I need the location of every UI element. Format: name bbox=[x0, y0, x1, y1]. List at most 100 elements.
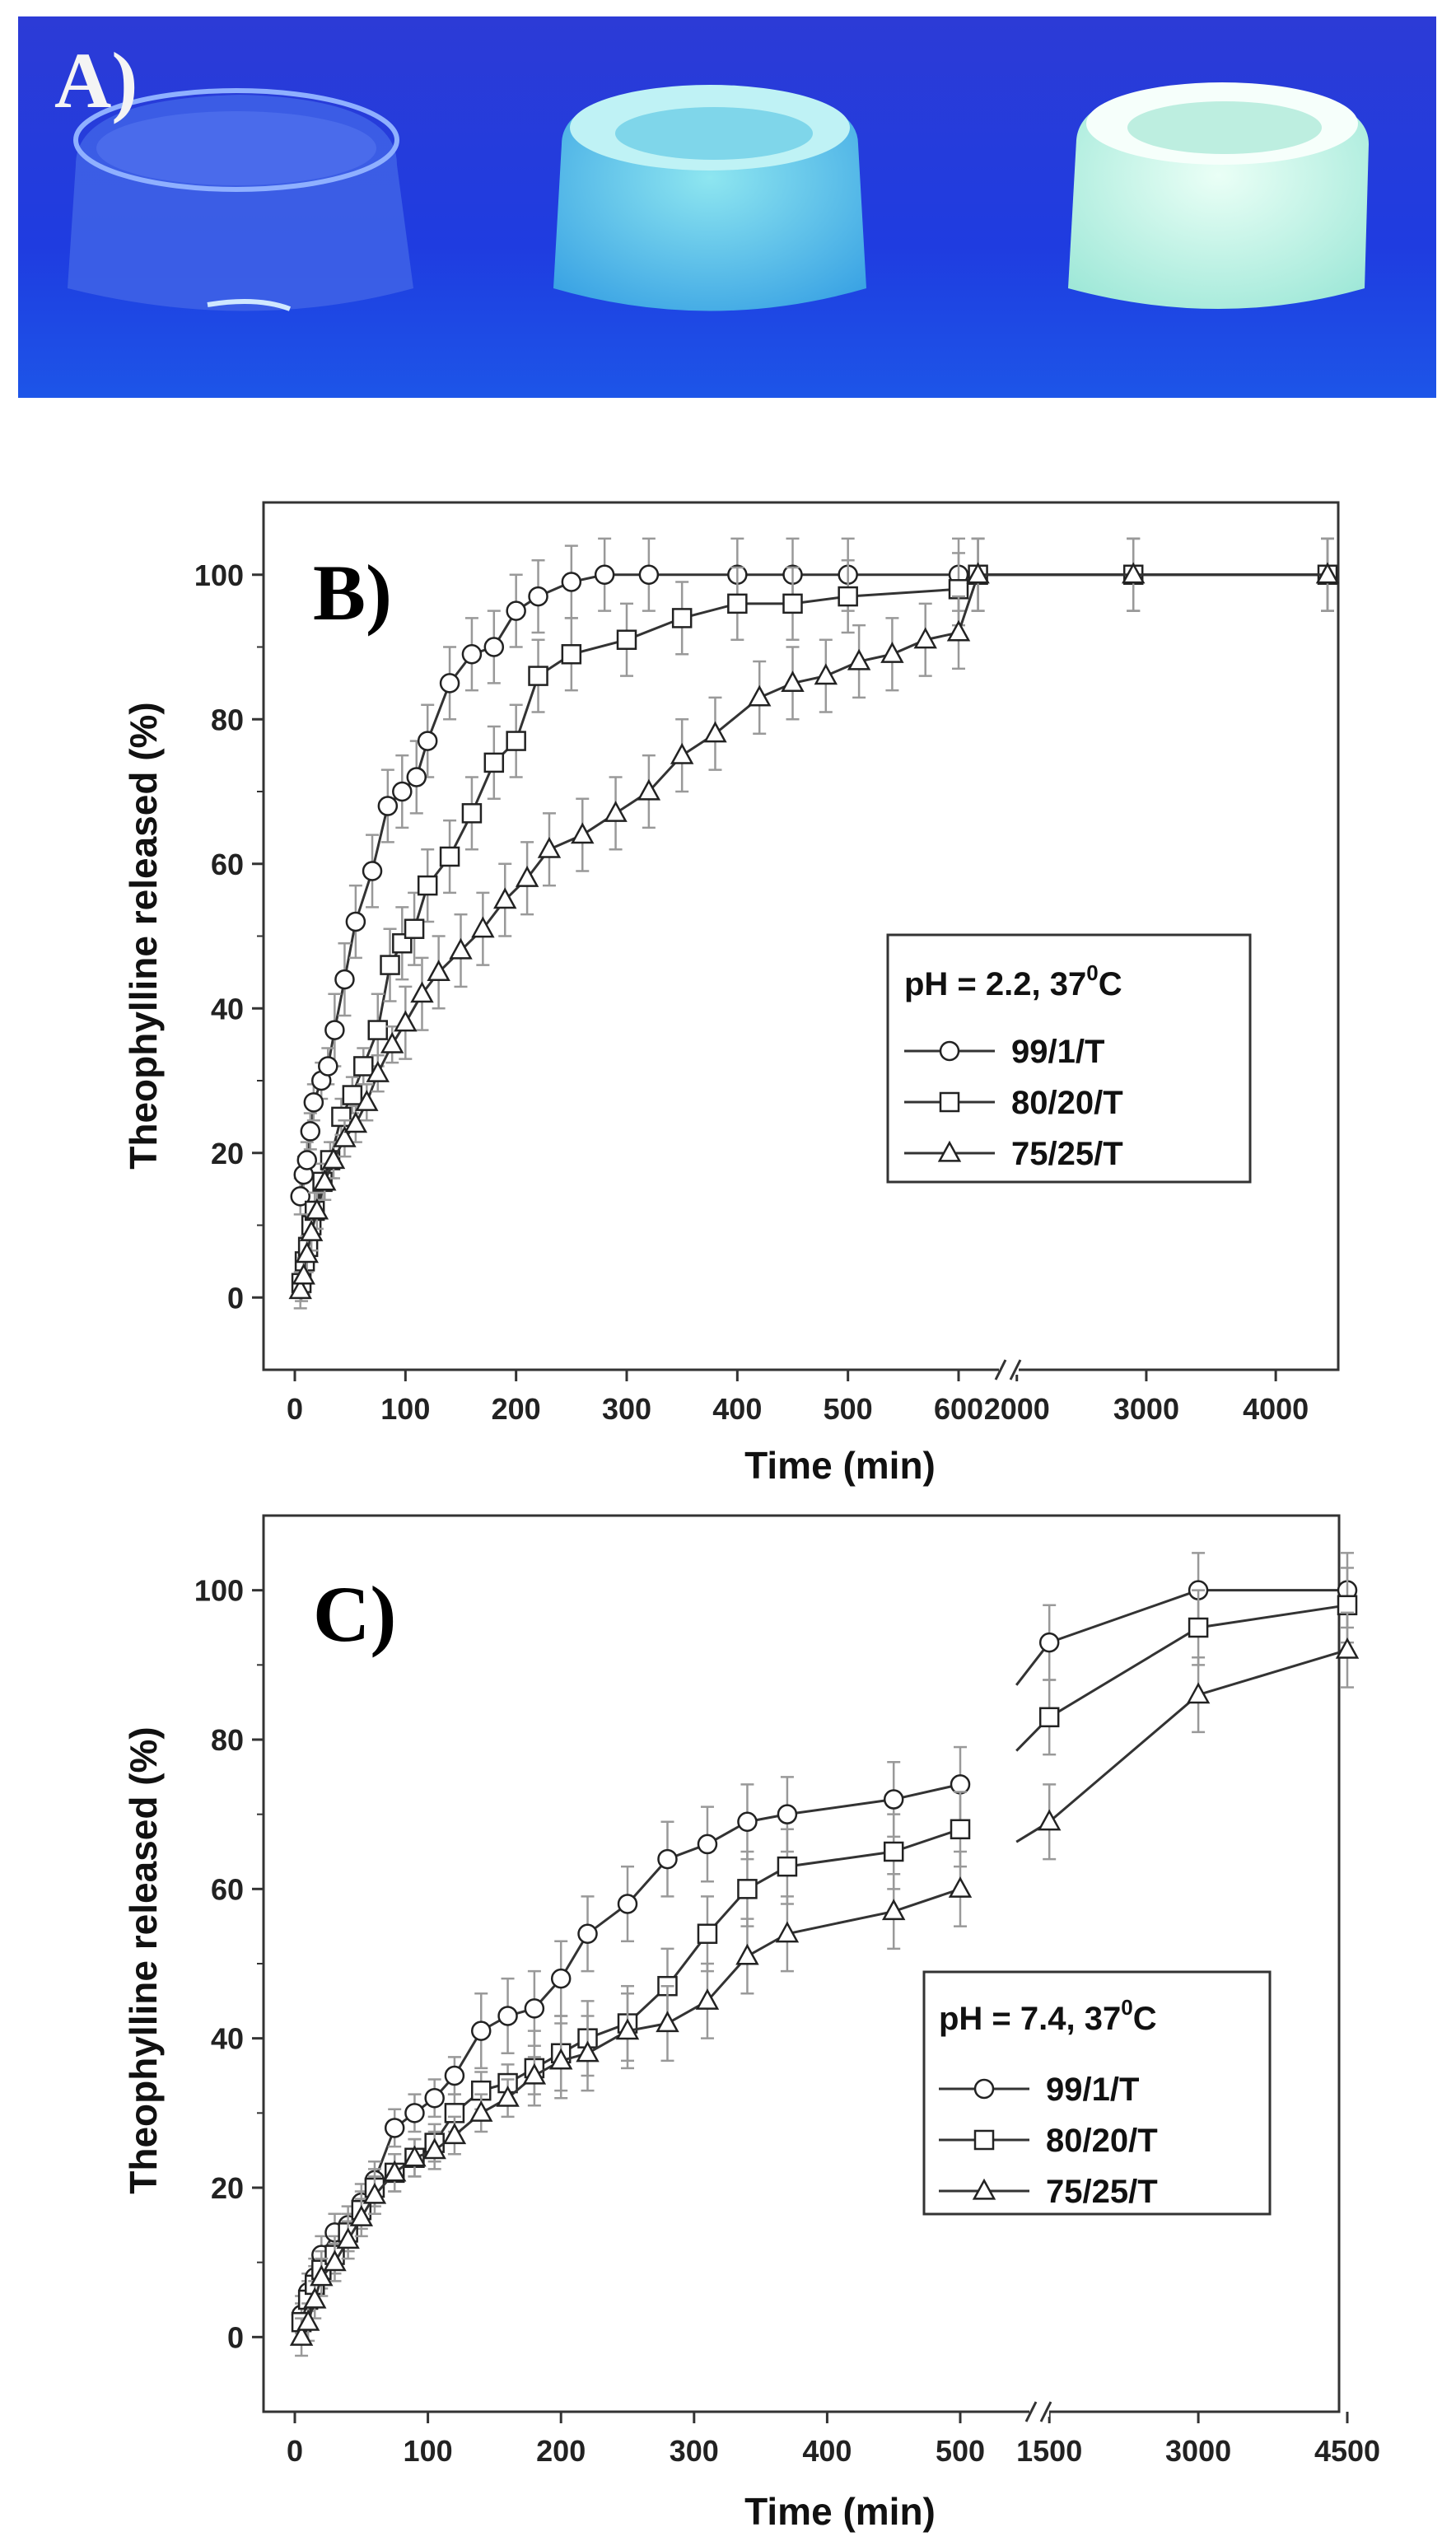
data-point bbox=[292, 1263, 315, 1285]
data-point bbox=[318, 1056, 338, 1077]
y-tick-label: 60 bbox=[211, 848, 244, 881]
series-75-25-T bbox=[288, 537, 1340, 1310]
data-point bbox=[528, 666, 548, 686]
data-point bbox=[483, 752, 505, 773]
data-point bbox=[289, 2324, 314, 2346]
data-point bbox=[366, 1060, 390, 1082]
x-tick-label: 200 bbox=[492, 1392, 541, 1426]
data-point bbox=[334, 969, 355, 990]
data-point bbox=[362, 861, 383, 881]
data-point bbox=[615, 2018, 640, 2040]
y-axis-label: Theophylline released (%) bbox=[122, 702, 165, 1169]
data-point bbox=[406, 767, 427, 787]
data-point bbox=[324, 1020, 345, 1040]
data-point bbox=[1037, 1809, 1062, 1831]
panel-c-label: C) bbox=[313, 1570, 396, 1658]
data-point bbox=[404, 2103, 425, 2123]
series-99-1-T bbox=[291, 1552, 1358, 2335]
panel-b-label: B) bbox=[313, 549, 392, 637]
data-point bbox=[737, 1879, 758, 1899]
legend-title: pH = 7.4, 370C bbox=[939, 1995, 1157, 2037]
data-point bbox=[303, 2287, 327, 2309]
y-tick-label: 100 bbox=[194, 558, 244, 592]
legend-marker bbox=[972, 2178, 996, 2200]
data-point bbox=[296, 1150, 318, 1170]
data-point bbox=[571, 822, 595, 844]
legend-label: 99/1/T bbox=[1046, 2072, 1139, 2108]
data-point bbox=[657, 1848, 678, 1870]
data-point bbox=[697, 1834, 718, 1855]
legend-entry: 99/1/T bbox=[939, 2072, 1139, 2108]
data-point bbox=[550, 1968, 572, 1989]
data-point bbox=[522, 2062, 547, 2085]
data-point bbox=[577, 1923, 598, 1944]
data-point bbox=[313, 1169, 337, 1191]
data-point bbox=[461, 803, 483, 824]
data-point bbox=[367, 1020, 388, 1040]
data-point bbox=[883, 1841, 904, 1862]
data-point bbox=[671, 608, 693, 628]
data-series bbox=[289, 1552, 1360, 2357]
data-point bbox=[515, 866, 539, 887]
gel-sample-transparent bbox=[68, 88, 413, 311]
data-point bbox=[333, 1125, 357, 1147]
data-point bbox=[561, 572, 582, 592]
data-point bbox=[380, 1031, 404, 1053]
data-point bbox=[422, 2137, 446, 2160]
x-tick-label: 300 bbox=[602, 1392, 651, 1426]
legend-marker bbox=[973, 2129, 995, 2151]
x-tick-label: 600 bbox=[934, 1392, 983, 1426]
legend-marker bbox=[937, 1140, 962, 1162]
y-tick-label: 0 bbox=[227, 2320, 244, 2354]
data-point bbox=[775, 1921, 800, 1943]
x-tick-label: 200 bbox=[536, 2434, 586, 2468]
data-point bbox=[737, 1811, 758, 1832]
data-point bbox=[442, 2123, 467, 2145]
y-axis-label: Theophylline released (%) bbox=[122, 1726, 165, 2193]
data-point bbox=[777, 1856, 798, 1877]
data-point bbox=[617, 1894, 638, 1914]
data-point bbox=[638, 564, 660, 585]
data-point bbox=[966, 562, 990, 584]
data-point bbox=[345, 911, 366, 932]
x-tick-label: 100 bbox=[404, 2434, 453, 2468]
axis-break-mark bbox=[1039, 2401, 1052, 2422]
data-point bbox=[439, 846, 460, 867]
y-tick-label: 20 bbox=[211, 1137, 244, 1170]
data-point bbox=[404, 918, 425, 939]
data-point bbox=[782, 593, 803, 614]
plot-frame bbox=[262, 1514, 1341, 2413]
x-tick-label: 4500 bbox=[1314, 2434, 1380, 2468]
legend-marker bbox=[939, 1091, 960, 1113]
data-point bbox=[321, 1147, 346, 1170]
data-point bbox=[323, 2249, 347, 2272]
data-point bbox=[469, 2100, 493, 2122]
data-point bbox=[1186, 1682, 1211, 1704]
data-point bbox=[417, 875, 438, 896]
data-point bbox=[913, 627, 937, 649]
y-tick-label: 80 bbox=[211, 1723, 244, 1757]
x-tick-label: 0 bbox=[287, 1392, 303, 1426]
x-tick-label: 400 bbox=[712, 1392, 762, 1426]
legend-entry: 80/20/T bbox=[904, 1085, 1123, 1121]
panel-a-label: A) bbox=[54, 36, 138, 124]
axis-break-mark bbox=[1024, 2401, 1038, 2422]
data-point bbox=[524, 1998, 545, 2019]
data-point bbox=[616, 629, 637, 650]
data-point bbox=[838, 586, 858, 607]
data-point bbox=[727, 593, 748, 614]
axis-break-mark bbox=[994, 1359, 1007, 1380]
legend-marker bbox=[939, 1040, 960, 1062]
data-point bbox=[880, 642, 904, 663]
data-point bbox=[777, 1804, 798, 1824]
data-point bbox=[427, 960, 450, 981]
gel-sample-translucent bbox=[553, 85, 866, 311]
data-point bbox=[439, 673, 460, 694]
data-point bbox=[331, 1106, 352, 1128]
data-point bbox=[483, 637, 505, 657]
data-point bbox=[883, 1789, 904, 1810]
data-point bbox=[548, 2048, 573, 2070]
data-point bbox=[310, 2264, 334, 2287]
legend-label: 75/25/T bbox=[1011, 1136, 1123, 1172]
x-tick-label: 2000 bbox=[984, 1392, 1050, 1426]
